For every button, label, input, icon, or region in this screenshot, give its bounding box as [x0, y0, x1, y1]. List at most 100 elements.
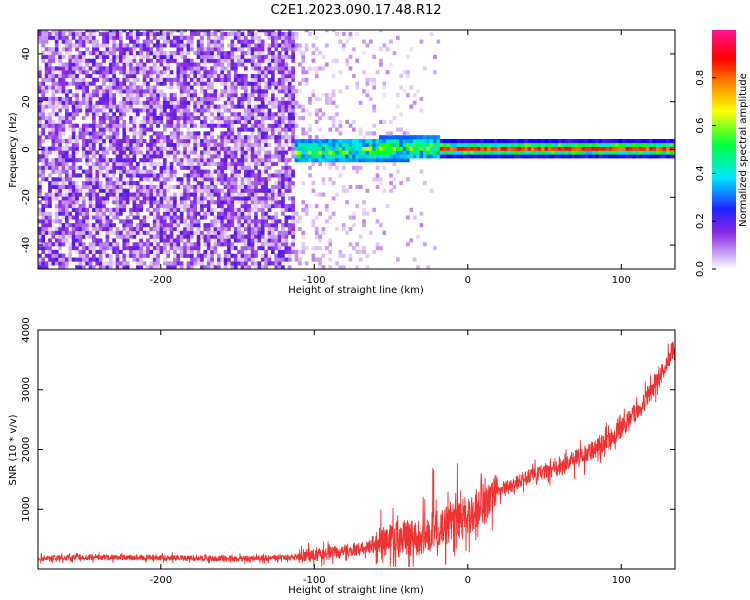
heatmap-cell — [304, 158, 309, 163]
heatmap-cell — [213, 200, 218, 205]
heatmap-cell — [142, 100, 147, 105]
heatmap-cell — [257, 173, 262, 178]
heatmap-cell — [162, 169, 167, 174]
heatmap-cell — [88, 169, 93, 174]
heatmap-cell — [264, 142, 268, 147]
heatmap-cell — [179, 177, 184, 182]
heatmap-cell — [156, 184, 160, 189]
heatmap-cell — [254, 223, 258, 228]
heatmap-cell — [149, 158, 154, 163]
heatmap-cell — [88, 100, 93, 105]
heatmap-cell — [271, 58, 275, 63]
heatmap-cell — [200, 181, 204, 186]
heatmap-cell — [108, 242, 113, 247]
heatmap-cell — [291, 249, 295, 254]
heatmap-cell — [200, 257, 204, 262]
heatmap-cell — [412, 154, 417, 159]
heatmap-cell — [78, 35, 83, 40]
heatmap-cell — [375, 150, 380, 155]
y-tick-label: 0 — [21, 146, 32, 152]
heatmap-cell — [308, 100, 312, 105]
heatmap-cell — [287, 242, 292, 247]
heatmap-cell — [399, 85, 403, 90]
heatmap-cell — [304, 43, 309, 48]
heatmap-cell — [85, 96, 89, 102]
heatmap-cell — [68, 203, 73, 209]
heatmap-cell — [132, 135, 137, 140]
heatmap-cell — [152, 226, 157, 232]
heatmap-cell — [61, 31, 66, 37]
heatmap-cell — [58, 253, 62, 258]
heatmap-cell — [271, 100, 275, 105]
heatmap-cell — [655, 138, 660, 144]
heatmap-cell — [119, 249, 123, 254]
heatmap-cell — [108, 192, 113, 197]
heatmap-cell — [237, 47, 241, 52]
heatmap-cell — [58, 116, 62, 121]
heatmap-cell — [132, 192, 137, 197]
heatmap-cell — [200, 184, 204, 189]
heatmap-cell — [92, 77, 96, 82]
heatmap-cell — [122, 177, 127, 182]
heatmap-cell — [146, 192, 150, 197]
heatmap-cell — [443, 154, 447, 159]
heatmap-cell — [92, 35, 96, 40]
heatmap-cell — [439, 146, 444, 151]
heatmap-cell — [223, 253, 228, 258]
heatmap-cell — [223, 123, 228, 128]
heatmap-cell — [443, 142, 447, 147]
heatmap-cell — [287, 146, 292, 151]
heatmap-cell — [581, 138, 586, 144]
heatmap-cell — [65, 261, 69, 266]
heatmap-cell — [281, 62, 285, 67]
y-tick-label: -40 — [21, 237, 32, 253]
heatmap-cell — [105, 43, 110, 48]
heatmap-cell — [271, 70, 275, 75]
heatmap-cell — [267, 196, 272, 201]
heatmap-cell — [38, 242, 42, 247]
heatmap-cell — [267, 127, 272, 132]
heatmap-cell — [51, 161, 56, 167]
heatmap-cell — [230, 66, 235, 71]
heatmap-cell — [399, 112, 403, 117]
heatmap-cell — [257, 39, 262, 44]
heatmap-cell — [537, 150, 542, 155]
heatmap-cell — [314, 119, 319, 124]
heatmap-cell — [220, 43, 225, 48]
heatmap-cell — [135, 108, 140, 113]
heatmap-cell — [264, 238, 268, 243]
heatmap-cell — [284, 116, 289, 121]
heatmap-cell — [81, 100, 86, 105]
heatmap-cell — [271, 246, 275, 251]
heatmap-cell — [38, 226, 42, 232]
heatmap-cell — [186, 47, 191, 52]
heatmap-cell — [75, 108, 79, 113]
heatmap-cell — [166, 142, 170, 147]
heatmap-cell — [213, 150, 218, 155]
heatmap-cell — [85, 150, 89, 155]
heatmap-cell — [176, 43, 181, 48]
heatmap-cell — [639, 150, 643, 155]
heatmap-cell — [287, 226, 292, 232]
heatmap-cell — [142, 192, 147, 197]
heatmap-cell — [58, 150, 62, 155]
heatmap-cell — [156, 58, 160, 63]
heatmap-cell — [325, 96, 329, 102]
heatmap-cell — [179, 161, 184, 167]
heatmap-cell — [460, 154, 464, 159]
heatmap-cell — [122, 62, 127, 67]
heatmap-cell — [189, 47, 194, 52]
heatmap-cell — [243, 73, 248, 79]
heatmap-cell — [54, 181, 59, 186]
heatmap-cell — [257, 112, 262, 117]
heatmap-cell — [284, 257, 289, 262]
heatmap-cell — [98, 31, 103, 37]
heatmap-cell — [287, 35, 292, 40]
heatmap-cell — [193, 246, 198, 251]
heatmap-cell — [243, 246, 248, 251]
heatmap-cell — [615, 146, 620, 151]
heatmap-cell — [108, 58, 113, 63]
heatmap-cell — [156, 253, 160, 258]
heatmap-cell — [203, 89, 208, 94]
heatmap-cell — [341, 265, 346, 269]
